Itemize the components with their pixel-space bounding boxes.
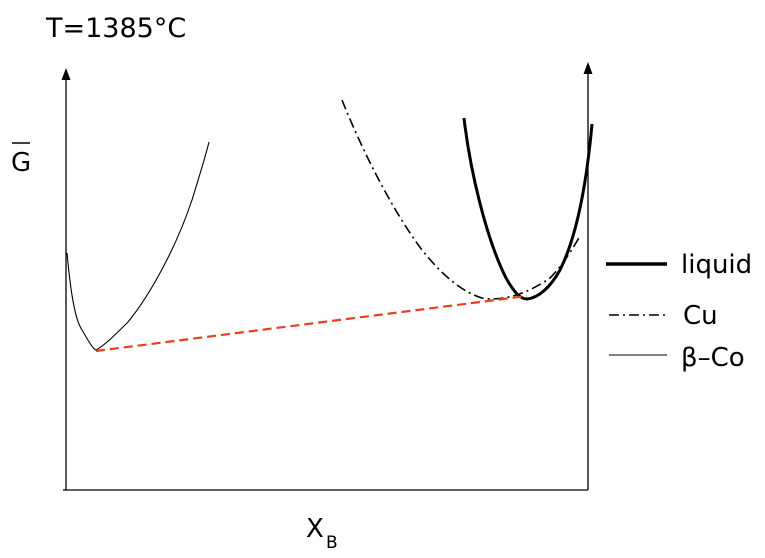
legend-item-beta-co: β–Co [609,343,745,373]
y-axis-label-text: G [11,148,31,178]
x-axis-label-main: X [306,514,324,544]
left-y-axis-arrow [61,68,71,80]
legend-label-beta-co: β–Co [681,343,745,373]
liquid-curve [462,117,594,301]
legend-item-liquid: liquid [606,250,752,280]
common-tangent-line [95,294,528,353]
legend-label-cu: Cu [683,301,718,331]
beta-co-curve [66,141,210,351]
cu-curve [341,99,581,300]
y-axis-label: G [11,142,31,178]
axes [61,62,593,491]
legend-item-cu: Cu [609,301,718,331]
legend-label-liquid: liquid [681,250,752,280]
diagram-title: T=1385°C [45,13,186,44]
x-axis-label-subscript: B [326,533,338,553]
right-y-axis-arrow [583,62,593,74]
legend: liquid Cu β–Co [606,250,752,373]
x-axis-label: X B [306,514,338,553]
